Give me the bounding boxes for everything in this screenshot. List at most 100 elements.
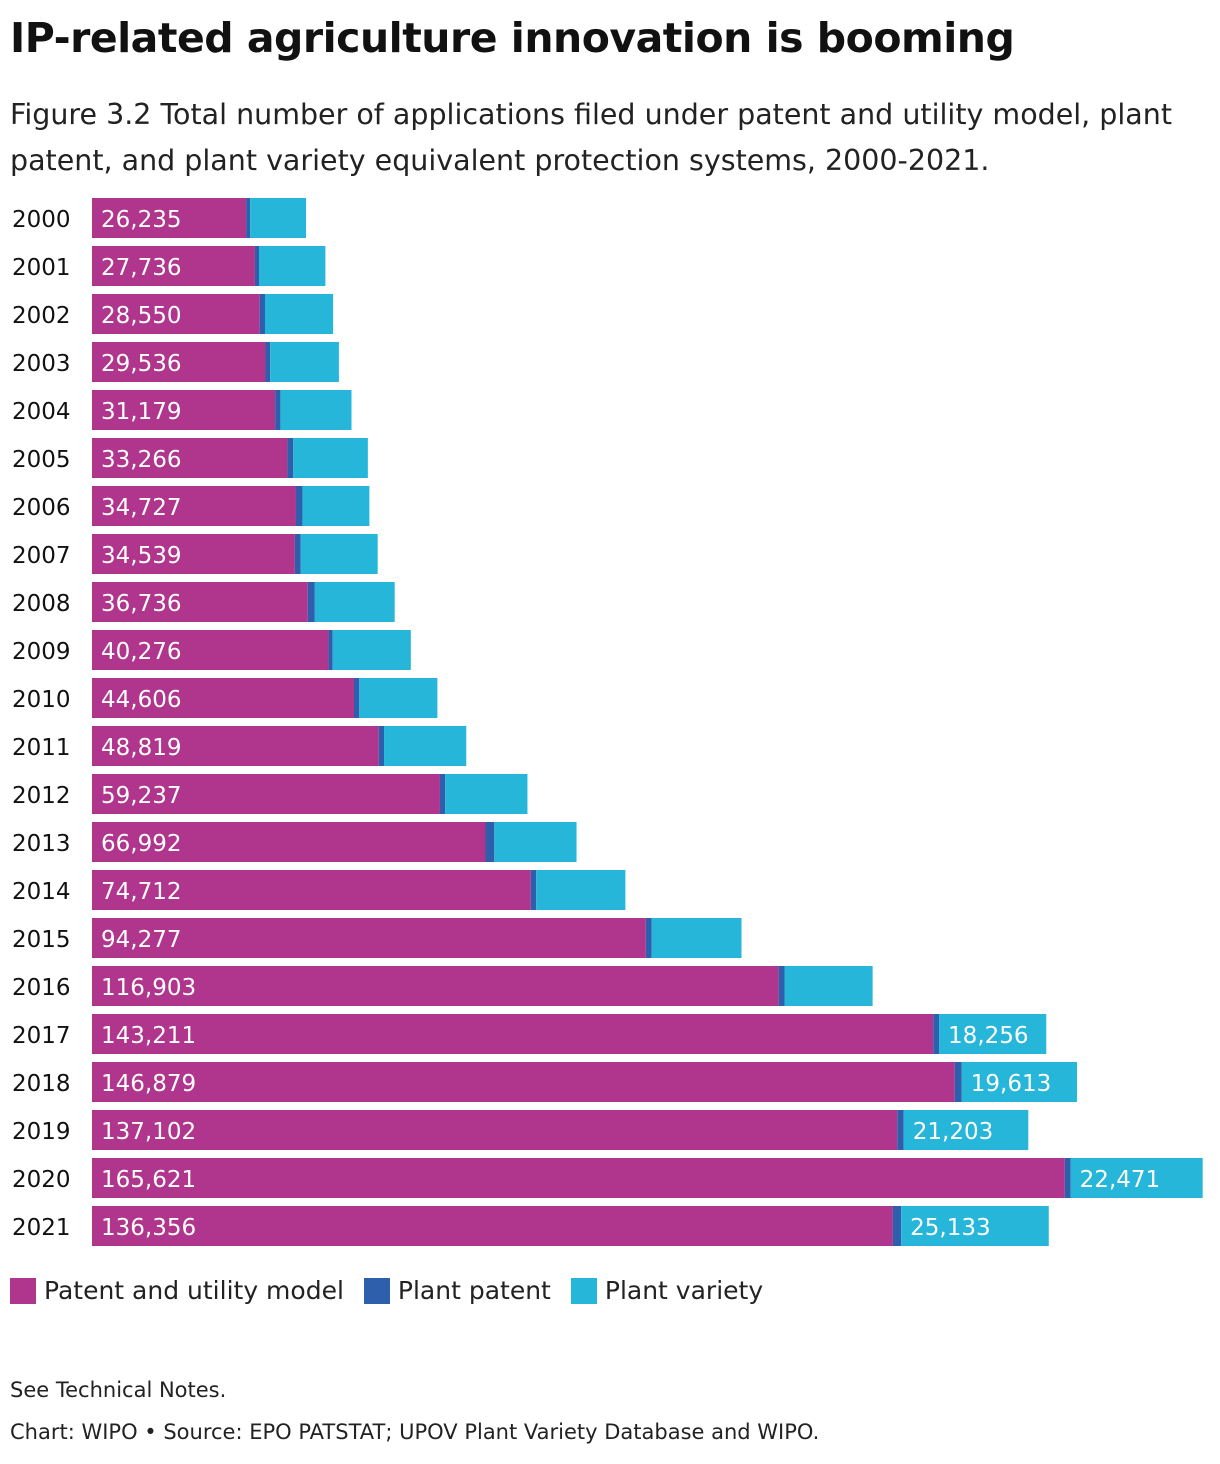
bar-plant-patent-2008 — [307, 582, 315, 622]
bar-patent-2016 — [92, 966, 779, 1006]
bar-plant-variety-2010 — [359, 678, 438, 718]
bar-patent-2014 — [92, 870, 531, 910]
bar-patent-2019 — [92, 1110, 898, 1150]
bar-plant-variety-2009 — [332, 630, 411, 670]
legend-item-plant-variety: Plant variety — [570, 1276, 764, 1305]
value-label-plant-variety-2017: 18,256 — [948, 1023, 1028, 1049]
legend-swatch-patent — [10, 1277, 36, 1304]
bar-plant-patent-2002 — [259, 294, 265, 334]
value-label-patent-2003: 29,536 — [101, 351, 181, 377]
bar-plant-variety-2019 — [903, 1110, 1029, 1150]
bar-patent-2005 — [92, 438, 288, 478]
bar-patent-2008 — [92, 582, 308, 622]
bar-plant-variety-2016 — [784, 966, 873, 1006]
bar-patent-2003 — [92, 342, 266, 382]
value-label-patent-2006: 34,727 — [101, 495, 181, 521]
value-label-patent-2012: 59,237 — [101, 783, 181, 809]
bar-patent-2009 — [92, 630, 329, 670]
value-label-patent-2021: 136,356 — [101, 1215, 196, 1241]
bar-plant-patent-2021 — [892, 1206, 902, 1246]
bar-plant-variety-2017 — [939, 1014, 1047, 1054]
legend-swatch-plant-patent — [363, 1277, 390, 1304]
value-label-patent-2001: 27,736 — [101, 255, 181, 281]
value-label-patent-2020: 165,621 — [101, 1167, 196, 1193]
bar-patent-2013 — [92, 822, 486, 862]
legend-label-plant-variety: Plant variety — [604, 1276, 764, 1305]
bar-plant-variety-2005 — [293, 438, 368, 478]
bar-plant-patent-2011 — [378, 726, 385, 766]
bar-plant-patent-2013 — [485, 822, 495, 862]
year-label-2012: 2012 — [12, 783, 71, 809]
year-label-2017: 2017 — [12, 1023, 71, 1049]
bar-plant-variety-2015 — [651, 918, 742, 958]
bar-patent-2010 — [92, 678, 355, 718]
year-label-2019: 2019 — [12, 1119, 71, 1145]
bar-plant-variety-2021 — [901, 1206, 1049, 1246]
value-label-patent-2002: 28,550 — [101, 303, 181, 329]
bar-patent-2020 — [92, 1158, 1065, 1198]
bar-plant-variety-2004 — [280, 390, 352, 430]
value-label-patent-2016: 116,903 — [101, 975, 196, 1001]
bar-patent-2017 — [92, 1014, 934, 1054]
value-label-patent-2007: 34,539 — [101, 543, 181, 569]
legend-item-patent: Patent and utility model — [10, 1276, 344, 1305]
bar-plant-patent-2017 — [933, 1014, 940, 1054]
bar-patent-2007 — [92, 534, 295, 574]
bar-patent-2015 — [92, 918, 646, 958]
year-label-2002: 2002 — [12, 303, 71, 329]
bar-plant-patent-2009 — [328, 630, 333, 670]
year-label-2008: 2008 — [12, 591, 71, 617]
bar-plant-patent-2006 — [295, 486, 303, 526]
value-label-patent-2005: 33,266 — [101, 447, 181, 473]
year-label-2021: 2021 — [12, 1215, 71, 1241]
bar-plant-patent-2020 — [1064, 1158, 1071, 1198]
legend-label-plant-patent: Plant patent — [397, 1276, 551, 1305]
value-label-patent-2013: 66,992 — [101, 831, 181, 857]
bar-plant-patent-2014 — [530, 870, 537, 910]
bar-plant-variety-2007 — [300, 534, 378, 574]
value-label-patent-2010: 44,606 — [101, 687, 181, 713]
bar-patent-2004 — [92, 390, 276, 430]
legend-label-patent: Patent and utility model — [44, 1276, 344, 1305]
bar-plant-variety-2003 — [270, 342, 339, 382]
year-label-2009: 2009 — [12, 639, 71, 665]
bar-plant-variety-2008 — [314, 582, 395, 622]
value-label-patent-2015: 94,277 — [101, 927, 181, 953]
year-label-2007: 2007 — [12, 543, 71, 569]
bar-patent-2012 — [92, 774, 440, 814]
year-label-2020: 2020 — [12, 1167, 71, 1193]
bar-plant-patent-2007 — [294, 534, 301, 574]
bar-plant-patent-2015 — [645, 918, 652, 958]
chart-title: IP-related agriculture innovation is boo… — [10, 14, 1015, 62]
value-label-patent-2008: 36,736 — [101, 591, 181, 617]
bar-plant-patent-2012 — [439, 774, 446, 814]
bar-plant-patent-2019 — [897, 1110, 904, 1150]
bar-plant-variety-2014 — [536, 870, 626, 910]
source-note: Chart: WIPO • Source: EPO PATSTAT; UPOV … — [10, 1420, 820, 1444]
bar-plant-variety-2006 — [302, 486, 370, 526]
bar-patent-2002 — [92, 294, 260, 334]
value-label-plant-variety-2018: 19,613 — [971, 1071, 1051, 1097]
bar-plant-variety-2002 — [264, 294, 334, 334]
bar-plant-patent-2001 — [254, 246, 260, 286]
year-label-2006: 2006 — [12, 495, 71, 521]
value-label-patent-2009: 40,276 — [101, 639, 181, 665]
value-label-patent-2014: 74,712 — [101, 879, 181, 905]
bar-plant-patent-2003 — [265, 342, 271, 382]
bar-plant-patent-2005 — [287, 438, 294, 478]
year-label-2013: 2013 — [12, 831, 71, 857]
year-label-2011: 2011 — [12, 735, 71, 761]
value-label-plant-variety-2020: 22,471 — [1080, 1167, 1160, 1193]
stacked-bar-chart: 2000 26,235 2001 27,736 2002 28,550 2003 29,536… — [12, 198, 1203, 1246]
bar-plant-patent-2000 — [246, 198, 251, 238]
bar-plant-variety-2011 — [384, 726, 467, 766]
bar-patent-2000 — [92, 198, 247, 238]
bar-patent-2018 — [92, 1062, 955, 1102]
bar-plant-patent-2018 — [954, 1062, 962, 1102]
year-label-2016: 2016 — [12, 975, 71, 1001]
technical-note: See Technical Notes. — [10, 1378, 227, 1402]
value-label-plant-variety-2019: 21,203 — [913, 1119, 993, 1145]
year-label-2018: 2018 — [12, 1071, 71, 1097]
legend: Patent and utility model Plant patent Pl… — [10, 1276, 783, 1305]
value-label-patent-2004: 31,179 — [101, 399, 181, 425]
